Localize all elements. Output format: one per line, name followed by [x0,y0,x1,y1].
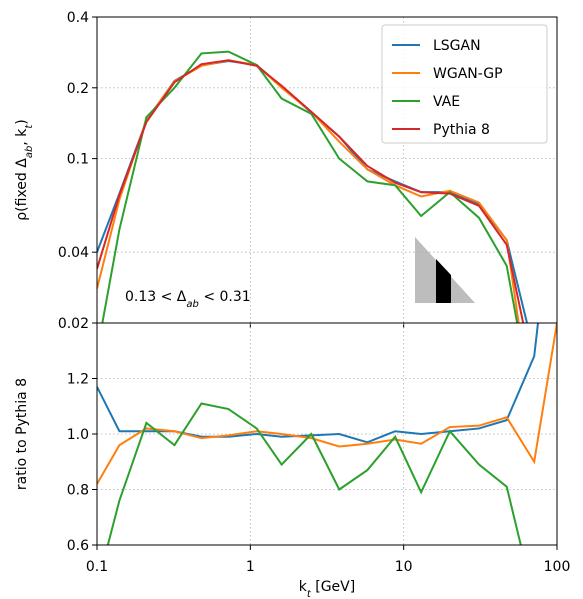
legend-label: WGAN-GP [433,66,503,82]
x-axis-label-part: t [307,589,312,599]
legend-label: VAE [433,94,460,110]
axes-frame [96,322,558,546]
y-tick-label: 0.2 [67,81,89,97]
series-line [106,402,522,545]
y-axis-label-part: ) [14,119,30,124]
legend-label: Pythia 8 [433,122,490,138]
y-tick-label: 0.6 [67,538,89,554]
y-axis-label-part: ab [24,146,35,158]
y-axis-label: ratio to Pythia 8 [14,378,30,490]
x-axis-label-part: k [299,579,308,595]
plot-area [97,50,529,323]
y-tick-label: 0.8 [67,483,89,499]
y-tick-label: 1.0 [67,427,89,443]
y-tick-label: 1.2 [67,372,89,388]
x-tick-label: 1 [246,559,255,575]
y-axis-label-part: ρ(fixed Δ [14,158,30,221]
x-tick-label: 0.1 [86,559,108,575]
annotation-part: < 0.31 [199,289,251,305]
y-tick-label: 0.02 [58,316,89,332]
y-axis-label-part: , k [14,128,30,146]
legend-label: LSGAN [433,38,481,54]
series-line [101,50,519,323]
plot-area [97,323,557,545]
annotation-part: 0.13 < Δ [125,289,187,305]
annotation-part: ab [186,299,198,310]
annotation: 0.13 < Δab < 0.31 [125,289,251,310]
y-axis-label: ρ(fixed Δab, kt) [14,119,35,220]
y-tick-label: 0.04 [58,245,89,261]
x-tick-label: 10 [395,559,413,575]
x-axis-label: kt [GeV] [299,579,355,599]
y-axis-label-part: ratio to Pythia 8 [14,378,30,490]
icon-bar [436,259,451,303]
x-axis-label-part: [GeV] [311,579,355,595]
x-tick-label: 100 [544,559,571,575]
y-tick-label: 0.4 [67,10,89,26]
y-axis-label-part: t [24,124,35,129]
series-line [97,323,557,485]
y-tick-label: 0.1 [67,152,89,168]
legend-box [381,24,548,144]
series-line [97,59,525,323]
